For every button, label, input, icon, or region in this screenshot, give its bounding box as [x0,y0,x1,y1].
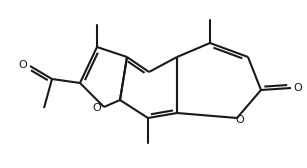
Text: O: O [19,60,27,70]
Text: O: O [293,83,302,93]
Text: O: O [93,103,101,113]
Text: O: O [236,115,244,125]
